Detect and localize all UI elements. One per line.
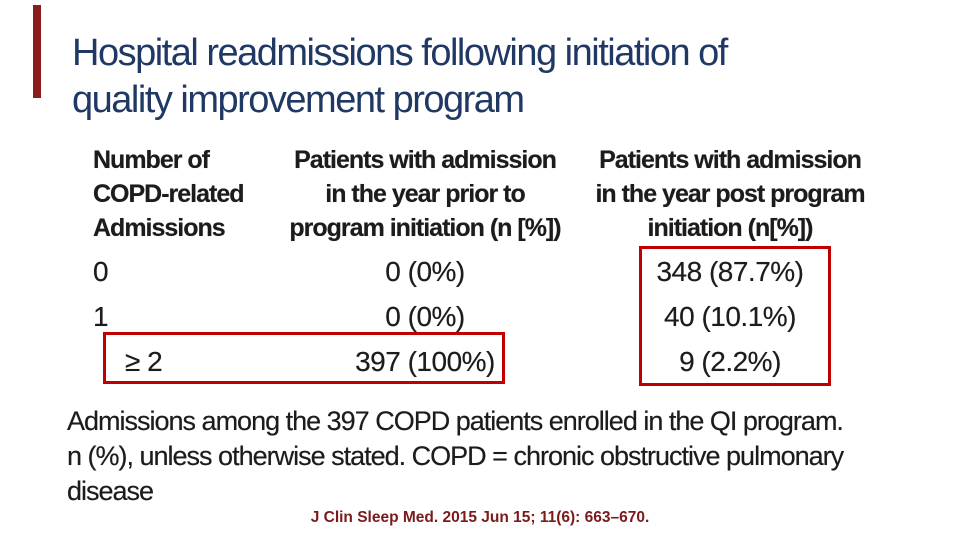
cell-prior: 0 (0%) bbox=[385, 256, 465, 287]
header-line: Patients with admission bbox=[599, 146, 862, 174]
table-footnote: Admissions among the 397 COPD patients e… bbox=[67, 404, 844, 509]
cell-post: 9 (2.2%) bbox=[679, 346, 781, 377]
highlight-box-post-column bbox=[639, 246, 831, 386]
cell-prior: 397 (100%) bbox=[355, 346, 495, 377]
table-row: ≥ 2 397 (100%) 9 (2.2%) bbox=[85, 339, 885, 384]
readmissions-table: Number of COPD-related Admissions Patien… bbox=[85, 143, 885, 384]
cell-admissions: 0 bbox=[93, 256, 109, 287]
footnote-line-3: disease bbox=[67, 476, 154, 506]
title-line-1: Hospital readmissions following initiati… bbox=[72, 32, 728, 74]
cell-admissions: 1 bbox=[93, 301, 109, 332]
header-line: in the year prior to bbox=[325, 180, 525, 208]
header-line: initiation (n[%]) bbox=[647, 214, 814, 242]
column-header-admissions: Number of COPD-related Admissions bbox=[85, 143, 265, 245]
journal-citation: J Clin Sleep Med. 2015 Jun 15; 11(6): 66… bbox=[310, 509, 650, 526]
column-header-prior: Patients with admission in the year prio… bbox=[265, 143, 585, 245]
cell-admissions: ≥ 2 bbox=[125, 346, 163, 377]
header-line: COPD-related bbox=[93, 180, 245, 208]
footnote-line-1: Admissions among the 397 COPD patients e… bbox=[67, 406, 844, 436]
header-line: Number of bbox=[93, 146, 210, 174]
slide-title: Hospital readmissions following initiati… bbox=[72, 30, 728, 124]
cell-post: 40 (10.1%) bbox=[664, 301, 796, 332]
cell-post: 348 (87.7%) bbox=[656, 256, 804, 287]
highlight-box-prior-row bbox=[103, 332, 505, 384]
title-line-2: quality improvement program bbox=[72, 79, 525, 121]
accent-bar bbox=[33, 5, 41, 98]
footnote-line-2: n (%), unless otherwise stated. COPD = c… bbox=[67, 441, 844, 471]
cell-prior: 0 (0%) bbox=[385, 301, 465, 332]
table-row: 1 0 (0%) 40 (10.1%) bbox=[85, 294, 885, 339]
table-body: 0 0 (0%) 348 (87.7%) 1 0 (0%) 40 (10.1%)… bbox=[85, 249, 885, 384]
header-line: Admissions bbox=[93, 214, 226, 242]
table-header-row: Number of COPD-related Admissions Patien… bbox=[85, 143, 885, 245]
header-line: Patients with admission bbox=[294, 146, 557, 174]
header-line: in the year post program bbox=[595, 180, 865, 208]
header-line: program initiation (n [%]) bbox=[289, 214, 561, 242]
column-header-post: Patients with admission in the year post… bbox=[585, 143, 875, 245]
table-row: 0 0 (0%) 348 (87.7%) bbox=[85, 249, 885, 294]
